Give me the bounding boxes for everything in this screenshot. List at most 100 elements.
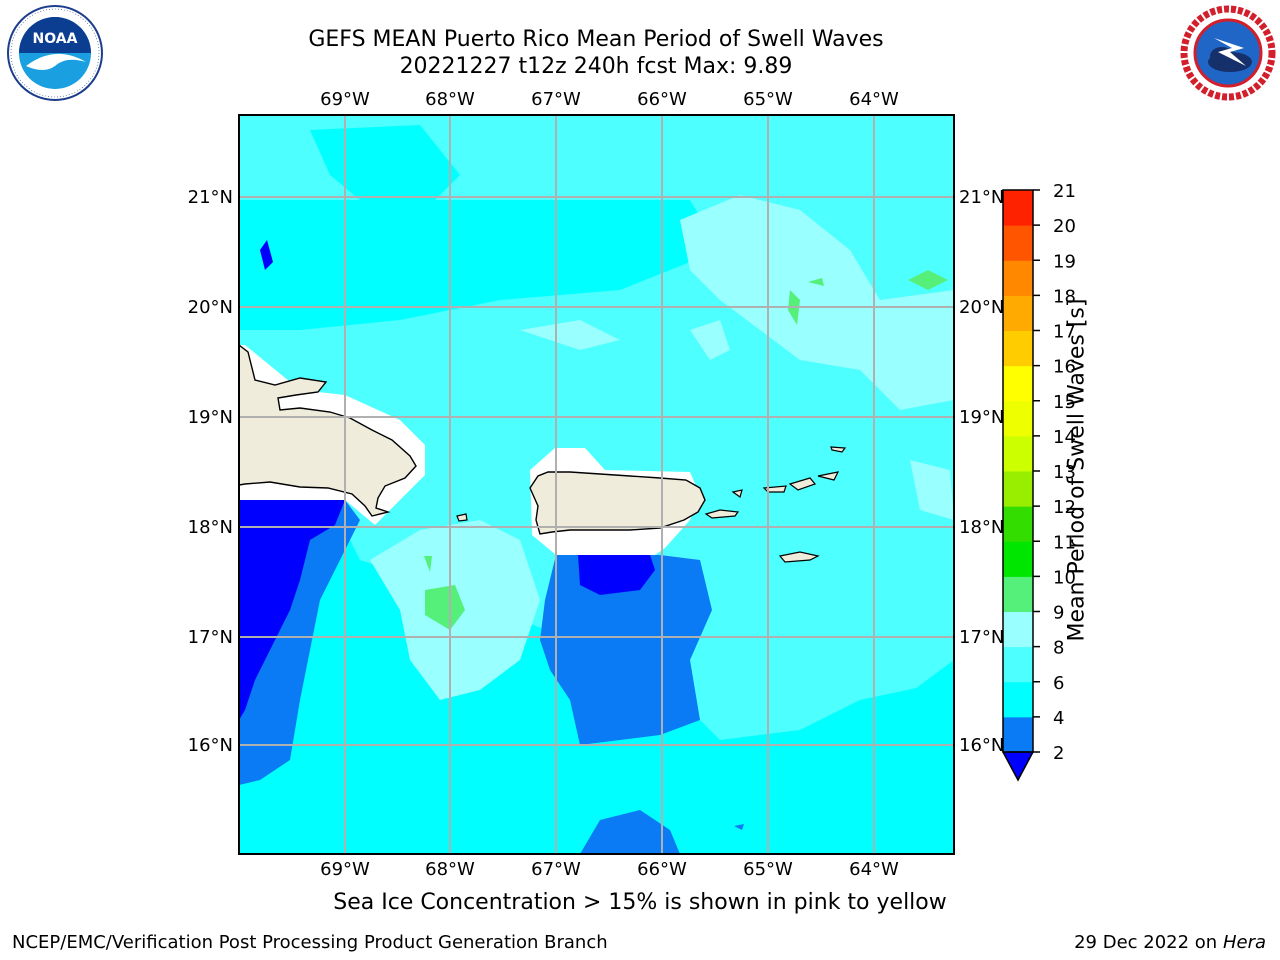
field-deep-blue-pr bbox=[578, 555, 655, 595]
land-st-thomas bbox=[762, 485, 787, 493]
field-green-3 bbox=[908, 270, 948, 290]
colorbar-tick-label: 12 bbox=[1053, 497, 1076, 518]
lat-tick-label: 17°N bbox=[188, 627, 233, 648]
colorbar-segment bbox=[1003, 295, 1033, 331]
lon-tick-label: 65°W bbox=[743, 89, 793, 110]
colorbar-segment bbox=[1003, 260, 1033, 296]
field-green-1 bbox=[425, 585, 465, 630]
colorbar-tick-label: 21 bbox=[1053, 181, 1076, 202]
colorbar-segment bbox=[1003, 506, 1033, 542]
lat-tick-label: 19°N bbox=[959, 407, 1004, 428]
footer-branch: NCEP/EMC/Verification Post Processing Pr… bbox=[12, 932, 608, 953]
footer-date-text: 29 Dec 2022 on bbox=[1074, 932, 1218, 953]
lat-tick-label: 18°N bbox=[188, 517, 233, 538]
lat-tick-label: 16°N bbox=[188, 735, 233, 756]
sea-ice-caption: Sea Ice Concentration > 15% is shown in … bbox=[333, 890, 947, 915]
colorbar-segment bbox=[1003, 330, 1033, 367]
land-culebra bbox=[731, 489, 743, 498]
colorbar-tick-label: 9 bbox=[1053, 603, 1064, 624]
colorbar-segment bbox=[1003, 225, 1033, 261]
graticule bbox=[239, 115, 954, 854]
colorbar-tick-label: 14 bbox=[1053, 427, 1076, 448]
chart-subtitle: 20221227 t12z 240h fcst Max: 9.89 bbox=[399, 54, 793, 79]
field-green-5 bbox=[424, 556, 432, 572]
colorbar-segment bbox=[1003, 365, 1033, 402]
colorbar-segment bbox=[1003, 646, 1033, 683]
field-pale-cyan-mid2 bbox=[690, 320, 730, 360]
lon-tick-label: 66°W bbox=[637, 89, 687, 110]
field-cyan-strip bbox=[239, 200, 720, 330]
colorbar-segment bbox=[1003, 681, 1033, 718]
colorbar-tick-label: 2 bbox=[1053, 743, 1064, 764]
colorbar-extend-arrow bbox=[1001, 751, 1035, 782]
land-vieques bbox=[704, 509, 740, 519]
lat-tick-label: 16°N bbox=[959, 735, 1004, 756]
colorbar-segment bbox=[1003, 576, 1033, 612]
colorbar-tick-label: 4 bbox=[1053, 708, 1064, 729]
lat-tick-label: 18°N bbox=[959, 517, 1004, 538]
colorbar-tick-label: 17 bbox=[1053, 322, 1076, 343]
land-tortola bbox=[817, 471, 840, 481]
lon-tick-label: 64°W bbox=[849, 89, 899, 110]
land-st-croix bbox=[778, 551, 820, 563]
lat-tick-label: 20°N bbox=[188, 297, 233, 318]
land-mona bbox=[456, 513, 468, 522]
field-blue-bottom bbox=[580, 810, 680, 854]
lat-tick-label: 21°N bbox=[959, 187, 1004, 208]
colorbar-tick-label: 15 bbox=[1053, 392, 1076, 413]
field-deep-blue-nw bbox=[260, 240, 273, 270]
colorbar-tick-label: 18 bbox=[1053, 286, 1076, 307]
map-area bbox=[239, 115, 954, 854]
colorbar-segment bbox=[1003, 541, 1033, 577]
footer-date: 29 Dec 2022 on Hera bbox=[1074, 932, 1266, 953]
chart-title: GEFS MEAN Puerto Rico Mean Period of Swe… bbox=[308, 27, 884, 52]
field-green-4 bbox=[808, 278, 824, 286]
colorbar-segment bbox=[1003, 190, 1033, 226]
field-pale-cyan-ne bbox=[680, 195, 954, 410]
colorbar-tick-label: 11 bbox=[1053, 532, 1076, 553]
colorbar-segment bbox=[1003, 611, 1033, 648]
colorbar-tick-label: 13 bbox=[1053, 462, 1076, 483]
lon-tick-label: 68°W bbox=[425, 89, 475, 110]
axis-tick-labels: 69°W 69°W 68°W 68°W 67°W 67°W 66°W 66°W 65°W 65°W… bbox=[188, 89, 1005, 880]
lon-tick-label: 65°W bbox=[743, 859, 793, 880]
colorbar-segment bbox=[1003, 471, 1033, 507]
land-hispaniola bbox=[239, 344, 417, 517]
colorbar-segment bbox=[1003, 435, 1033, 472]
land-anegada bbox=[830, 446, 847, 453]
field-blue-dot bbox=[734, 824, 744, 830]
colorbar-segment bbox=[1003, 400, 1033, 437]
field-deep-blue-west bbox=[239, 500, 345, 720]
colorbar-tick-label: 16 bbox=[1053, 357, 1076, 378]
field-cyan-north bbox=[310, 125, 460, 205]
colorbar-tick-label: 19 bbox=[1053, 251, 1076, 272]
lat-tick-label: 21°N bbox=[188, 187, 233, 208]
lon-tick-label: 69°W bbox=[320, 859, 370, 880]
noaa-logo: NOAA bbox=[7, 5, 103, 101]
map-frame bbox=[238, 114, 955, 855]
lat-tick-label: 19°N bbox=[188, 407, 233, 428]
colorbar-tick-label: 20 bbox=[1053, 216, 1076, 237]
colorbar-label: Mean Period of Swell Waves [s] bbox=[1064, 298, 1090, 642]
lon-tick-label: 67°W bbox=[531, 89, 581, 110]
colorbar-segment bbox=[1003, 716, 1033, 753]
field-pale-cyan-east bbox=[910, 460, 954, 520]
colorbar-tick-label: 10 bbox=[1053, 567, 1076, 588]
lat-tick-label: 20°N bbox=[959, 297, 1004, 318]
field-pale-cyan-mid bbox=[520, 320, 620, 350]
field-blue-south-pr bbox=[540, 555, 712, 745]
footer-host: Hera bbox=[1222, 932, 1266, 953]
nws-logo bbox=[1180, 5, 1276, 101]
lon-tick-label: 64°W bbox=[849, 859, 899, 880]
colorbar-tick-label: 6 bbox=[1053, 673, 1064, 694]
noaa-logo-text: NOAA bbox=[33, 31, 78, 47]
lon-tick-label: 67°W bbox=[531, 859, 581, 880]
colorbar: 2 4 6 8 9 10 11 12 13 14 15 16 17 18 19 20 21 bbox=[1001, 181, 1076, 782]
land-st-john bbox=[788, 477, 817, 491]
lat-tick-label: 17°N bbox=[959, 627, 1004, 648]
lon-tick-label: 66°W bbox=[637, 859, 687, 880]
lon-tick-label: 68°W bbox=[425, 859, 475, 880]
lon-tick-label: 69°W bbox=[320, 89, 370, 110]
colorbar-tick-label: 8 bbox=[1053, 638, 1064, 659]
